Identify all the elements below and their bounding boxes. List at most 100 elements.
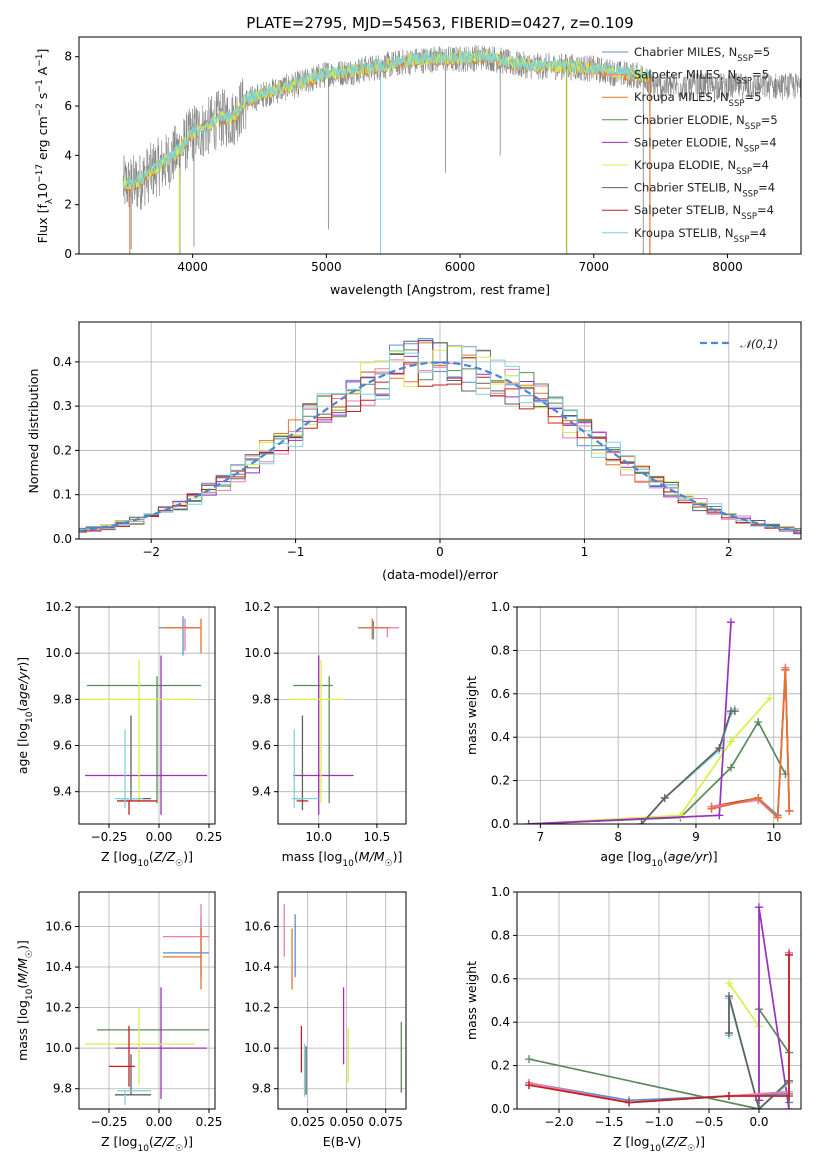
x-axis-label: age [log10(age/yr)]: [600, 849, 717, 869]
x-tick-label: 10.5: [364, 830, 391, 844]
x-axis-label: Z [log10(Z/Z☉)]: [101, 1134, 193, 1154]
age-vs-Z-plot-area: [79, 616, 207, 815]
x-tick-label: 6000: [445, 260, 476, 274]
y-tick-label: 0.8: [491, 643, 510, 657]
legend-entry: Chabrier ELODIE, NSSP=5: [634, 113, 778, 132]
weight-series-marker: [625, 1098, 633, 1107]
x-axis-label-part: ☉: [175, 859, 183, 869]
x-axis-label-part: ☉: [385, 859, 393, 869]
legend-entry-tail: =4: [752, 158, 769, 172]
x-axis-label-part: )]: [695, 1134, 705, 1149]
y-tick-label: 10.6: [45, 919, 72, 933]
y-tick-label: 0.3: [53, 399, 72, 413]
weight-vs-Z-frame: [516, 891, 802, 1110]
x-tick-label: 0.25: [196, 1115, 223, 1129]
x-tick-label: 7: [537, 830, 545, 844]
residuals-plot-area: [79, 338, 801, 535]
legend-entry-main: Salpeter ELODIE, N: [634, 135, 744, 149]
y-axis-label: age [log10(age/yr)]: [15, 657, 35, 774]
weight-series-marker: [773, 813, 782, 822]
weight-series-marker: [785, 950, 793, 959]
legend-entry-tail: =4: [749, 226, 766, 240]
x-tick-label: −1.0: [644, 1115, 673, 1129]
x-tick-label: 0.075: [369, 1115, 403, 1129]
x-tick-label: 2: [725, 545, 733, 559]
weight-series-marker: [765, 694, 774, 703]
y-tick-label: 2: [64, 198, 72, 212]
x-tick-label: 0.025: [290, 1115, 324, 1129]
x-axis-label-part: )]: [708, 849, 718, 864]
legend-entry-tail: =5: [761, 113, 778, 127]
y-axis-label: mass weight: [464, 961, 479, 1040]
x-tick-label: 0: [436, 545, 444, 559]
x-axis-label-part: ☉: [687, 1144, 695, 1154]
x-tick-label: −2: [142, 545, 160, 559]
age-vs-mass-plot-area: [288, 618, 400, 815]
x-axis-label-part: Z [log: [613, 1134, 649, 1149]
weight-series-marker: [785, 1091, 793, 1100]
x-tick-label: 0.050: [330, 1115, 364, 1129]
spectrum-plot-area: [122, 45, 801, 254]
weight-series-marker: [754, 718, 763, 727]
x-tick-label: 1: [581, 545, 589, 559]
weight-series-marker: [676, 811, 685, 820]
weight-vs-age-plot-area: [524, 618, 794, 824]
y-axis-label-part: Flux [f: [35, 204, 50, 244]
y-axis-label-part: )]: [15, 940, 30, 950]
legend-entry-sub: SSP: [737, 54, 753, 64]
y-tick-label: 0.0: [491, 817, 510, 831]
y-tick-label: 1.0: [491, 885, 510, 899]
y-tick-label: 10.0: [244, 646, 271, 660]
y-tick-label: 10.2: [45, 600, 72, 614]
y-axis-label: mass weight: [464, 676, 479, 755]
x-axis-label-part: Z/Z: [665, 1134, 688, 1149]
y-tick-label: 0: [64, 247, 72, 261]
x-axis-label: mass [log10(M/M☉)]: [282, 849, 403, 869]
x-tick-label: 9: [692, 830, 700, 844]
legend-entry: Kroupa MILES, NSSP=5: [634, 90, 761, 109]
legend-entry-tail: =5: [752, 68, 769, 82]
x-tick-label: 0.25: [196, 830, 223, 844]
x-tick-label: −1.5: [594, 1115, 623, 1129]
y-tick-label: 6: [64, 99, 72, 113]
legend-entry-main: Salpeter STELIB, N: [634, 203, 741, 217]
spectrum-frame: [78, 36, 802, 255]
legend-entry: Salpeter STELIB, NSSP=4: [634, 203, 774, 222]
weight-vs-Z-plot-area: [525, 903, 793, 1109]
legend-entry: Salpeter ELODIE, NSSP=4: [634, 135, 777, 154]
legend-entry: 𝒩(0,1): [740, 337, 778, 351]
weight-series-marker: [754, 793, 763, 802]
legend-entry-tail: =5: [753, 45, 770, 59]
y-tick-label: 1.0: [491, 600, 510, 614]
x-axis-label: Z [log10(Z/Z☉)]: [101, 849, 193, 869]
legend-entry-sub: SSP: [742, 190, 758, 200]
x-axis-label-part: 10: [137, 1144, 149, 1154]
x-axis-label-part: Z/Z: [153, 1134, 176, 1149]
weight-series-marker: [725, 1091, 733, 1100]
y-tick-label: 10.4: [244, 960, 271, 974]
y-tick-label: 0.1: [53, 488, 72, 502]
y-tick-label: 10.6: [244, 919, 271, 933]
residuals-frame: [78, 321, 802, 540]
y-tick-label: 10.0: [244, 1041, 271, 1055]
x-axis-label-part: Z [log: [101, 1134, 137, 1149]
y-tick-label: 10.0: [45, 646, 72, 660]
y-tick-label: 0.0: [491, 1102, 510, 1116]
y-tick-label: 4: [64, 148, 72, 162]
mass-vs-Z-frame: [78, 891, 216, 1110]
y-axis-label-part: 10: [35, 183, 50, 199]
y-axis-label-part: λ: [45, 198, 55, 204]
y-axis-label: Flux [fλ10−17 erg cm−2 s−1 A−1]: [35, 49, 55, 244]
y-tick-label: 9.4: [252, 785, 271, 799]
legend-entry-main: Salpeter MILES, N: [634, 68, 736, 82]
weight-series-marker: [637, 820, 646, 824]
weight-series-marker: [785, 806, 794, 815]
x-axis-label-part: (: [149, 1134, 154, 1149]
mass-vs-EBV-axes: 0.025 0.050 0.075 9.8 10.0 10.2 10.4 10.6 E(B-V): [244, 891, 407, 1149]
y-tick-label: 8: [64, 50, 72, 64]
mass-vs-EBV-frame: [277, 891, 407, 1110]
legend-entry-main: Chabrier MILES, N: [634, 45, 737, 59]
x-axis-label-part: Z [log: [101, 849, 137, 864]
